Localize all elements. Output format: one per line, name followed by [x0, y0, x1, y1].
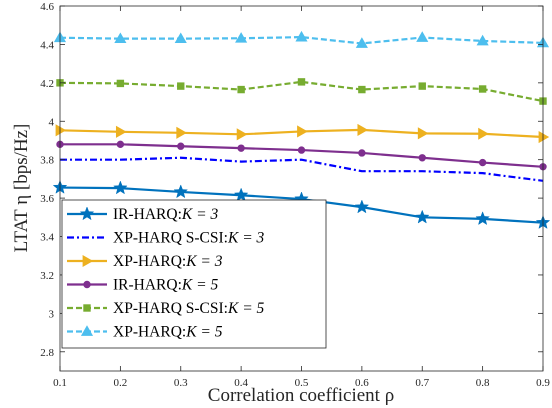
- y-tick-label: 3.4: [40, 232, 54, 244]
- x-tick-label: 0.2: [114, 377, 128, 389]
- data-point: [297, 125, 308, 138]
- legend-label-math: K = 5: [185, 324, 223, 341]
- legend-marker: [83, 280, 91, 289]
- data-point: [295, 30, 308, 42]
- y-tick-label: 2.8: [40, 347, 54, 359]
- data-point: [113, 180, 128, 195]
- legend-label-name: IR-HARQ:: [113, 277, 182, 294]
- legend-label: XP-HARQ:K = 5: [113, 324, 223, 341]
- data-point: [358, 149, 366, 157]
- legend-entry-3: XP-HARQ:K = 3: [67, 253, 223, 270]
- legend-label-name: XP-HARQ S-CSI:: [113, 300, 228, 317]
- data-point: [55, 124, 67, 137]
- legend-entry-2: XP-HARQ S-CSI:K = 3: [67, 230, 265, 247]
- data-point: [237, 144, 245, 152]
- x-axis-title: Correlation coefficient ρ: [208, 385, 394, 406]
- legend-label: XP-HARQ S-CSI:K = 3: [113, 230, 265, 247]
- data-point: [173, 184, 189, 199]
- legend-label-math: K = 3: [185, 253, 223, 270]
- data-point: [355, 37, 368, 48]
- legend: IR-HARQ:K = 3XP-HARQ S-CSI:K = 3XP-HARQ:…: [61, 199, 327, 349]
- y-axis-title: LTAT η [bps/Hz]: [11, 124, 32, 253]
- legend-box: [61, 199, 327, 349]
- x-tick-label: 0.8: [476, 377, 490, 389]
- legend-entry-5: XP-HARQ S-CSI:K = 5: [67, 300, 265, 317]
- data-point: [417, 127, 429, 140]
- series-1: [52, 179, 551, 229]
- x-tick-label: 0.1: [53, 377, 67, 389]
- legend-label-name: IR-HARQ:: [113, 206, 182, 223]
- legend-label-math: K = 3: [227, 230, 265, 247]
- data-point: [116, 79, 125, 88]
- data-point: [354, 199, 370, 214]
- data-point: [176, 126, 187, 139]
- y-tick-label: 3: [49, 308, 55, 320]
- data-point: [297, 78, 306, 86]
- data-point: [475, 211, 490, 226]
- legend-entry-1: IR-HARQ:K = 3: [67, 206, 218, 223]
- x-tick-label: 0.9: [536, 377, 550, 389]
- data-point: [174, 32, 187, 44]
- legend-entry-6: XP-HARQ:K = 5: [67, 324, 223, 341]
- legend-label-name: XP-HARQ:: [113, 324, 186, 341]
- data-point: [478, 127, 489, 140]
- legend-label: XP-HARQ S-CSI:K = 5: [113, 300, 265, 317]
- data-point: [116, 140, 125, 149]
- y-tick-label: 3.6: [40, 193, 54, 205]
- data-point: [538, 130, 550, 144]
- data-point: [478, 85, 487, 93]
- legend-marker: [79, 206, 95, 221]
- y-tick-label: 3.2: [40, 270, 54, 282]
- legend-marker: [80, 325, 94, 336]
- series-line: [60, 156, 544, 182]
- data-point: [115, 125, 127, 138]
- legend-label-name: XP-HARQ:: [113, 253, 186, 270]
- data-point: [297, 146, 306, 154]
- data-point: [478, 158, 487, 167]
- data-point: [233, 187, 249, 202]
- legend-entries: IR-HARQ:K = 3XP-HARQ S-CSI:K = 3XP-HARQ:…: [67, 206, 265, 341]
- y-tick-label: 4: [49, 116, 55, 128]
- data-point: [177, 82, 185, 90]
- legend-label-math: K = 5: [227, 300, 265, 317]
- data-point: [235, 32, 248, 43]
- series-2: [60, 156, 544, 182]
- y-tick-label: 4.2: [40, 78, 54, 90]
- x-tick-label: 0.3: [174, 377, 188, 389]
- y-tick-label: 4.4: [40, 39, 54, 51]
- data-point: [177, 142, 185, 150]
- x-tick-label: 0.4: [234, 377, 248, 389]
- data-point: [416, 31, 429, 42]
- data-point: [476, 34, 489, 46]
- series-4: [56, 140, 547, 171]
- y-tick-label: 4.6: [40, 1, 54, 13]
- x-tick-label: 0.7: [415, 377, 429, 389]
- legend-label: IR-HARQ:K = 3: [113, 206, 218, 223]
- data-point: [114, 32, 127, 44]
- legend-label-math: K = 3: [181, 206, 219, 223]
- data-point: [414, 209, 430, 224]
- legend-label: XP-HARQ:K = 3: [113, 253, 223, 270]
- x-tick-label: 0.6: [355, 377, 369, 389]
- y-tick-label: 3.8: [40, 155, 54, 167]
- data-point: [357, 123, 369, 136]
- x-tick-label: 0.5: [295, 377, 309, 389]
- legend-label-math: K = 5: [181, 277, 219, 294]
- data-point: [237, 85, 245, 94]
- legend-marker: [83, 304, 91, 312]
- series-3: [55, 123, 550, 144]
- legend-label: IR-HARQ:K = 5: [113, 277, 218, 294]
- legend-entry-4: IR-HARQ:K = 5: [67, 277, 218, 294]
- legend-marker: [82, 254, 94, 268]
- data-point: [358, 85, 366, 94]
- legend-label-name: XP-HARQ S-CSI:: [113, 230, 228, 247]
- data-point: [418, 154, 426, 162]
- data-point: [418, 82, 426, 90]
- data-point: [236, 128, 248, 141]
